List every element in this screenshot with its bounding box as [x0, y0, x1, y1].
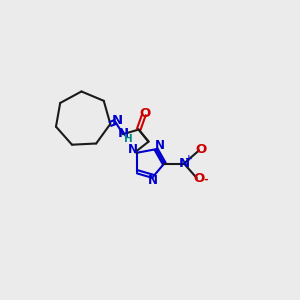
Text: N: N	[148, 174, 158, 187]
Text: -: -	[203, 175, 208, 185]
Text: H: H	[124, 134, 133, 144]
Text: O: O	[194, 172, 205, 185]
Text: N: N	[112, 114, 123, 127]
Text: O: O	[196, 143, 207, 156]
Text: N: N	[118, 127, 129, 140]
Text: O: O	[140, 107, 151, 120]
Text: N: N	[178, 157, 190, 170]
Text: N: N	[128, 143, 138, 156]
Text: +: +	[185, 154, 193, 163]
Text: N: N	[155, 140, 165, 152]
